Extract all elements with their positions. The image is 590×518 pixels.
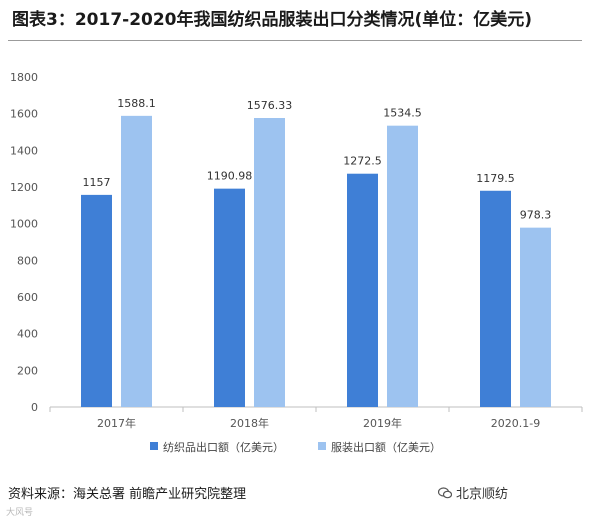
bar [347, 173, 378, 407]
legend-swatch [318, 442, 326, 450]
y-tick-label: 1000 [10, 218, 38, 231]
data-label: 1190.98 [207, 170, 253, 183]
bar [121, 115, 152, 408]
watermark-brand-text: 北京顺纺 [456, 487, 509, 502]
legend-label: 纺织品出口额（亿美元） [163, 440, 284, 454]
bar [387, 125, 418, 408]
legend-label: 服装出口额（亿美元） [331, 440, 441, 454]
data-label: 978.3 [520, 209, 552, 222]
bar [214, 188, 245, 407]
legend: 纺织品出口额（亿美元） 服装出口额（亿美元） [150, 440, 441, 454]
y-tick-label: 400 [17, 328, 38, 341]
x-axis: 2017年 2018年 2019年 2020.1-9 [49, 406, 583, 430]
source-note: 资料来源：海关总署 前瞻产业研究院整理 [8, 487, 247, 502]
title-divider [8, 40, 582, 41]
y-tick-label: 600 [17, 291, 38, 304]
wechat-icon [438, 487, 452, 499]
y-tick-label: 800 [17, 254, 38, 267]
x-tick-label: 2018年 [230, 416, 269, 430]
chart-title: 图表3：2017-2020年我国纺织品服装出口分类情况(单位：亿美元) [12, 10, 533, 30]
bar [81, 194, 112, 407]
x-tick-label: 2017年 [97, 416, 136, 430]
legend-swatch [150, 442, 158, 450]
x-tick-label: 2019年 [363, 416, 402, 430]
y-tick-label: 1600 [10, 108, 38, 121]
bar [480, 190, 511, 407]
y-tick-label: 0 [31, 401, 38, 414]
data-label: 1588.1 [117, 97, 156, 110]
bar [520, 227, 551, 407]
y-tick-label: 1400 [10, 144, 38, 157]
x-tick-label: 2020.1-9 [491, 417, 540, 430]
bar [254, 118, 285, 407]
watermark-brand: 北京顺纺 [438, 485, 508, 505]
y-axis: 0 200 400 600 800 1000 1200 1400 1600 1800 [10, 71, 38, 414]
y-tick-label: 1800 [10, 71, 38, 84]
data-label: 1179.5 [476, 172, 515, 185]
y-tick-label: 1200 [10, 181, 38, 194]
watermark-corner: 大风号 [6, 508, 34, 518]
bar-series: 1157 1190.98 1272.5 1179.5 1588.1 1576.33 1534… [81, 97, 552, 408]
data-label: 1272.5 [343, 155, 382, 168]
data-label: 1157 [83, 176, 111, 189]
y-tick-label: 200 [17, 364, 38, 377]
data-label: 1576.33 [247, 99, 293, 112]
data-label: 1534.5 [383, 107, 422, 120]
